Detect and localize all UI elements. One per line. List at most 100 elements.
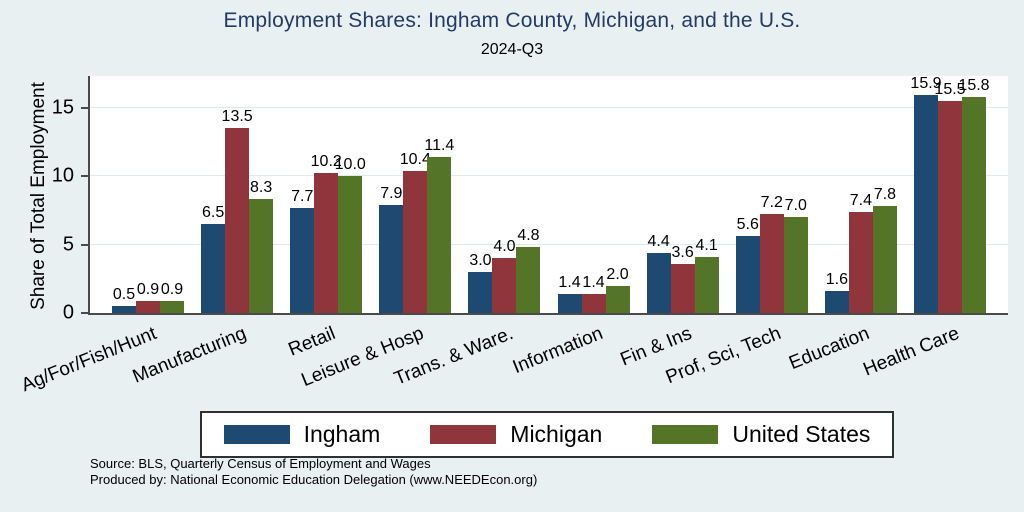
bar-united-states-ag-for-fish-hunt: 0.9 xyxy=(160,281,184,313)
bar-michigan-manufacturing: 13.5 xyxy=(222,108,253,313)
legend-label-united-states: United States xyxy=(732,421,871,447)
legend-swatch-michigan xyxy=(430,425,497,444)
source-line-1: Source: BLS, Quarterly Census of Employm… xyxy=(90,456,431,471)
plot-inner: 0.5 0.9 0.9 6.5 13.5 8.3 7.7 10.2 10.0 7.9 10.4 11.… xyxy=(90,75,1008,313)
value-label-michigan-information: 1.4 xyxy=(582,273,605,291)
bar-group-health-care: 15.9 15.5 15.8 xyxy=(910,75,990,313)
x-axis-label-information: Information xyxy=(509,323,606,379)
bar-ingham-education: 1.6 xyxy=(824,271,849,313)
legend-item-ingham: Ingham xyxy=(223,421,381,448)
x-axis-label-education: Education xyxy=(786,323,873,375)
gridline-15 xyxy=(90,106,1008,108)
value-label-michigan-leisure-hosp: 10.4 xyxy=(399,150,431,168)
legend-swatch-united-states xyxy=(652,425,719,444)
x-axis-label-retail: Retail xyxy=(285,323,339,361)
bar-group-information: 1.4 1.4 2.0 xyxy=(557,266,630,313)
bar-ingham-manufacturing: 6.5 xyxy=(201,204,226,313)
bar-ingham-prof-sci-tech: 5.6 xyxy=(735,216,760,313)
y-tick-label-5: 5 xyxy=(62,233,74,255)
y-tick-label-10: 10 xyxy=(51,164,74,187)
bar-michigan-retail: 10.2 xyxy=(311,153,342,313)
y-tick-mark-5 xyxy=(81,243,88,246)
bar-michigan-fin-ins: 3.6 xyxy=(670,244,695,313)
y-tick-mark-15 xyxy=(81,106,88,109)
bar-united-states-manufacturing: 8.3 xyxy=(249,179,274,313)
value-label-ingham-trans-ware: 3.0 xyxy=(469,251,492,269)
gridline-10 xyxy=(90,175,1008,177)
plot-area: 0.5 0.9 0.9 6.5 13.5 8.3 7.7 10.2 10.0 7.9 10.4 11.… xyxy=(88,75,1008,315)
bar-ingham-retail: 7.7 xyxy=(290,188,315,313)
bar-group-fin-ins: 4.4 3.6 4.1 xyxy=(646,233,719,313)
value-label-united-states-manufacturing: 8.3 xyxy=(249,179,273,197)
value-label-michigan-prof-sci-tech: 7.2 xyxy=(760,194,783,212)
value-label-united-states-health-care: 15.8 xyxy=(958,76,990,94)
bar-group-manufacturing: 6.5 13.5 8.3 xyxy=(201,108,274,313)
bar-united-states-health-care: 15.8 xyxy=(958,77,990,313)
value-label-ingham-information: 1.4 xyxy=(558,273,581,291)
bar-groups: 0.5 0.9 0.9 6.5 13.5 8.3 7.7 10.2 10.0 7.9 10.4 11.… xyxy=(90,75,1008,313)
bar-michigan-health-care: 15.5 xyxy=(934,81,966,313)
chart-title: Employment Shares: Ingham County, Michig… xyxy=(223,9,801,32)
value-label-michigan-education: 7.4 xyxy=(849,191,872,209)
bar-michigan-trans-ware: 4.0 xyxy=(492,238,517,313)
y-axis-ticks: 0 5 10 15 xyxy=(0,76,88,324)
bar-united-states-trans-ware: 4.8 xyxy=(516,227,541,313)
value-label-united-states-fin-ins: 4.1 xyxy=(695,236,718,254)
value-label-united-states-trans-ware: 4.8 xyxy=(517,227,540,245)
value-label-united-states-education: 7.8 xyxy=(873,186,896,204)
legend-wrap: Ingham Michigan United States xyxy=(88,411,1006,458)
bar-united-states-fin-ins: 4.1 xyxy=(694,237,719,313)
source-note: Source: BLS, Quarterly Census of Employm… xyxy=(90,456,537,488)
legend-swatch-ingham xyxy=(223,425,290,444)
value-label-ingham-prof-sci-tech: 5.6 xyxy=(736,216,759,234)
bar-united-states-information: 2.0 xyxy=(605,266,630,313)
value-label-michigan-ag-for-fish-hunt: 0.9 xyxy=(136,280,160,298)
value-label-ingham-retail: 7.7 xyxy=(291,187,314,205)
y-tick-label-0: 0 xyxy=(62,301,74,324)
source-line-2: Produced by: National Economic Education… xyxy=(90,472,538,487)
value-label-ingham-leisure-hosp: 7.9 xyxy=(380,184,403,202)
value-label-ingham-ag-for-fish-hunt: 0.5 xyxy=(112,286,136,304)
bar-ingham-leisure-hosp: 7.9 xyxy=(379,185,404,313)
y-tick-mark-10 xyxy=(81,175,88,177)
value-label-ingham-manufacturing: 6.5 xyxy=(201,203,225,221)
bar-united-states-prof-sci-tech: 7.0 xyxy=(783,197,808,313)
value-label-michigan-trans-ware: 4.0 xyxy=(493,238,516,256)
value-label-united-states-retail: 10.0 xyxy=(334,156,366,174)
chart-subtitle: 2024-Q3 xyxy=(480,41,544,58)
value-label-michigan-retail: 10.2 xyxy=(310,153,342,171)
x-axis-label-health-care: Health Care xyxy=(859,323,962,381)
legend-label-ingham: Ingham xyxy=(303,421,381,447)
value-label-ingham-health-care: 15.9 xyxy=(910,75,942,93)
y-tick-label-15: 15 xyxy=(51,96,74,118)
bar-united-states-leisure-hosp: 11.4 xyxy=(424,137,454,313)
bar-michigan-prof-sci-tech: 7.2 xyxy=(759,194,784,313)
legend-label-michigan: Michigan xyxy=(510,421,603,447)
bar-group-leisure-hosp: 7.9 10.4 11.4 xyxy=(379,137,454,313)
bar-michigan-information: 1.4 xyxy=(581,274,606,313)
legend: Ingham Michigan United States xyxy=(199,411,895,458)
bar-group-retail: 7.7 10.2 10.0 xyxy=(290,153,366,313)
bar-michigan-leisure-hosp: 10.4 xyxy=(400,151,431,313)
value-label-united-states-ag-for-fish-hunt: 0.9 xyxy=(160,280,184,298)
bar-michigan-ag-for-fish-hunt: 0.9 xyxy=(136,281,160,313)
value-label-united-states-leisure-hosp: 11.4 xyxy=(424,136,455,154)
bar-united-states-retail: 10.0 xyxy=(335,156,366,313)
bar-ingham-health-care: 15.9 xyxy=(910,75,942,313)
value-label-michigan-health-care: 15.5 xyxy=(934,80,966,98)
gridline-5 xyxy=(90,243,1008,245)
y-tick-mark-0 xyxy=(81,312,88,314)
value-label-michigan-fin-ins: 3.6 xyxy=(671,243,694,261)
value-label-ingham-fin-ins: 4.4 xyxy=(647,232,670,250)
bar-ingham-trans-ware: 3.0 xyxy=(468,252,493,313)
bar-group-education: 1.6 7.4 7.8 xyxy=(824,186,897,313)
legend-item-united-states: United States xyxy=(652,421,870,448)
bar-ingham-ag-for-fish-hunt: 0.5 xyxy=(112,286,136,313)
bar-group-trans-ware: 3.0 4.0 4.8 xyxy=(468,227,541,313)
value-label-united-states-information: 2.0 xyxy=(606,265,629,283)
value-label-michigan-manufacturing: 13.5 xyxy=(221,108,253,126)
bar-group-ag-for-fish-hunt: 0.5 0.9 0.9 xyxy=(112,281,184,313)
value-label-united-states-prof-sci-tech: 7.0 xyxy=(784,197,807,215)
bar-michigan-education: 7.4 xyxy=(848,192,873,313)
